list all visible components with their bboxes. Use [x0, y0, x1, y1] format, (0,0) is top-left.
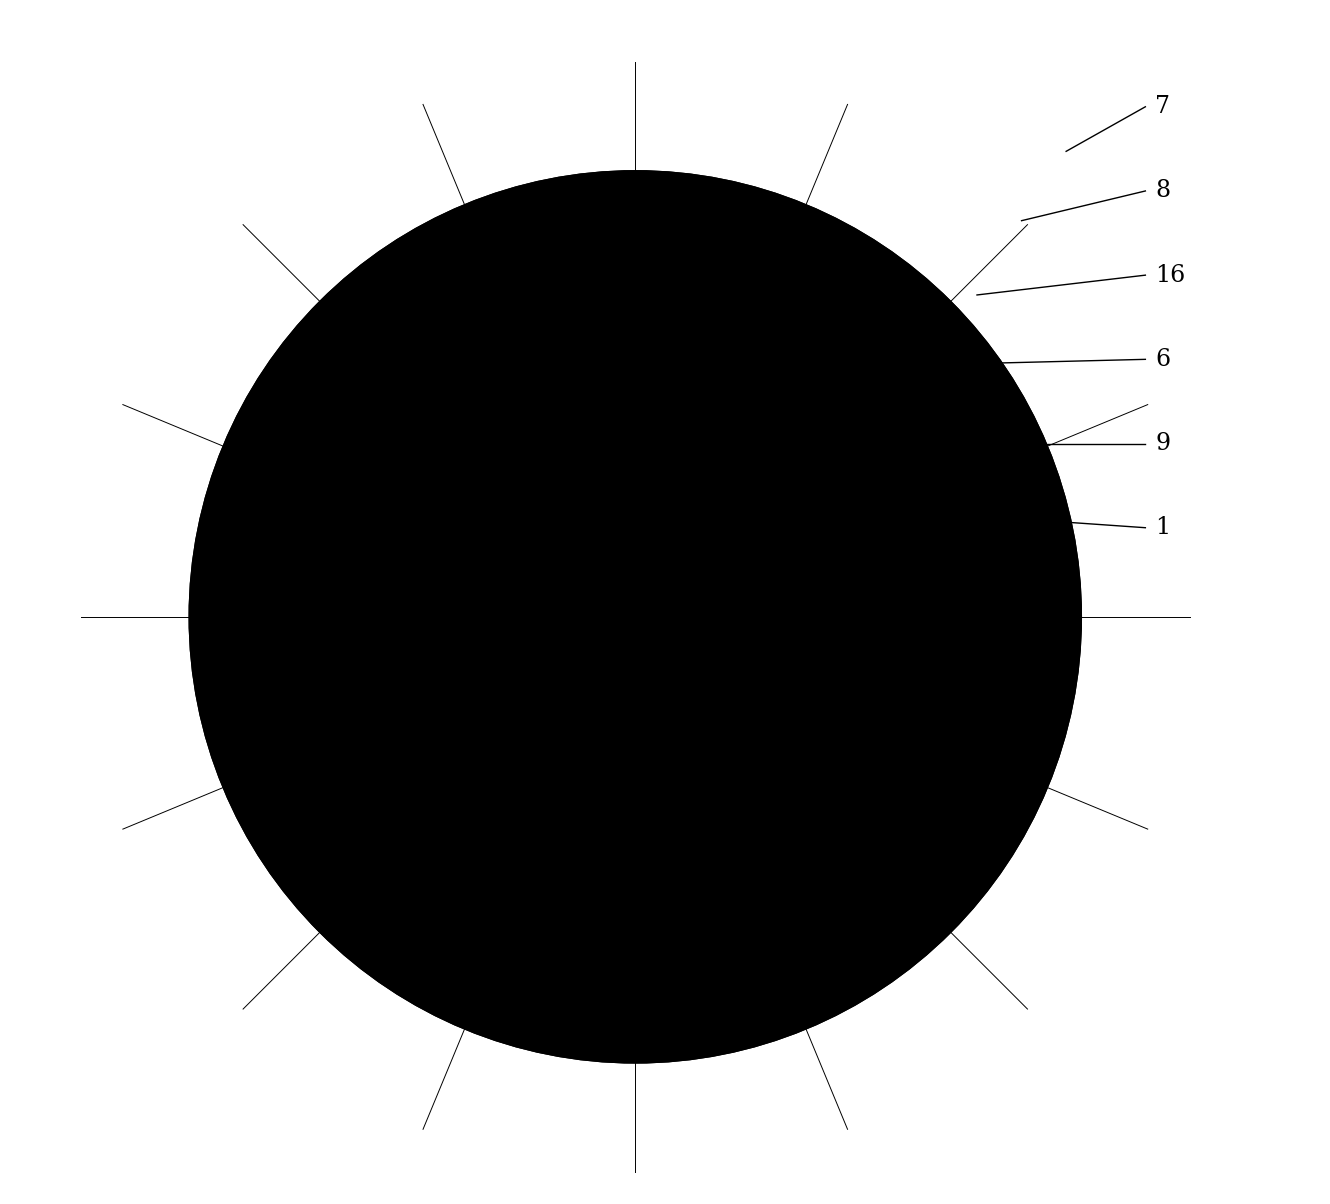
Text: 9: 9 [1156, 432, 1170, 455]
Text: 16: 16 [1156, 264, 1185, 287]
Circle shape [477, 459, 794, 775]
Circle shape [190, 171, 1081, 1063]
Text: 7: 7 [1156, 95, 1170, 118]
Circle shape [229, 211, 1041, 1023]
Text: 8: 8 [1156, 179, 1170, 202]
Circle shape [629, 610, 641, 622]
Circle shape [363, 344, 907, 890]
Text: 1: 1 [1156, 517, 1170, 539]
Text: 6: 6 [1156, 348, 1170, 371]
Circle shape [338, 320, 932, 914]
